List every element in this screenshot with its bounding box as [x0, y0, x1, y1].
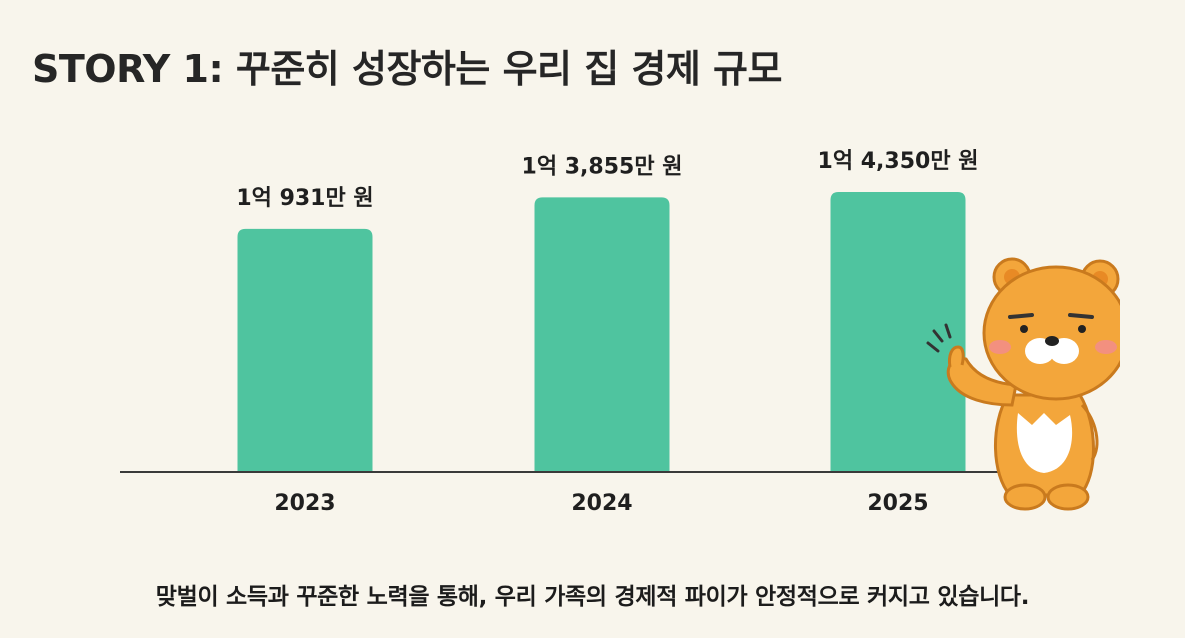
bar-2024 — [534, 197, 670, 472]
x-tick-label-2025: 2025 — [867, 491, 928, 516]
x-tick-label-2024: 2024 — [571, 491, 632, 516]
bar-2023 — [237, 228, 373, 472]
page-title: STORY 1: 꾸준히 성장하는 우리 집 경제 규모 — [32, 47, 782, 91]
value-label-2023: 1억 931만 원 — [236, 186, 373, 211]
value-label-2024: 1억 3,855만 원 — [522, 154, 683, 179]
value-labels-group: 1억 931만 원 1억 3,855만 원 1억 4,350만 원 — [236, 149, 978, 211]
bear-thumbs-up-icon — [926, 257, 1120, 511]
bars-group — [237, 192, 966, 472]
x-tick-label-2023: 2023 — [274, 491, 335, 516]
tick-labels-group: 2023 2024 2025 — [274, 491, 928, 516]
caption-text: 맞벌이 소득과 꾸준한 노력을 통해, 우리 가족의 경제적 파이가 안정적으로… — [155, 584, 1030, 610]
bar-2025 — [830, 192, 966, 472]
value-label-2025: 1억 4,350만 원 — [818, 149, 979, 174]
